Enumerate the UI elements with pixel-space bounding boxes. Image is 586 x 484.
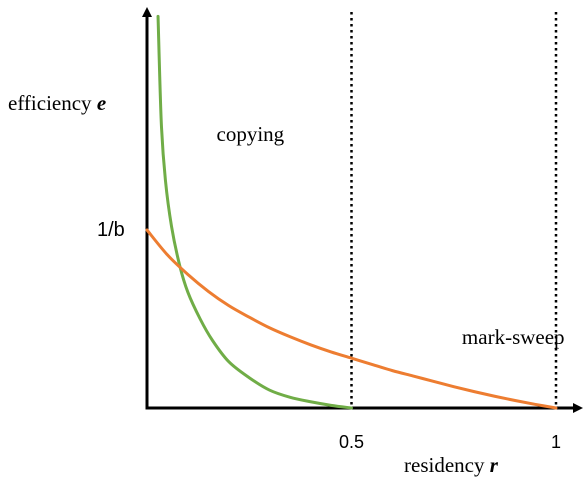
x-tick-label-1: 1 bbox=[551, 432, 561, 452]
series-group bbox=[145, 14, 558, 410]
series-line-mark-sweep bbox=[145, 228, 558, 410]
series-label-copying: copying bbox=[217, 122, 285, 146]
x-axis-label-text: residency bbox=[404, 453, 490, 477]
series-labels: copying mark-sweep bbox=[217, 122, 565, 349]
y-tick-labels: 1/b bbox=[97, 219, 125, 241]
series-line-copying bbox=[156, 14, 353, 410]
x-axis-label: residency r bbox=[404, 453, 499, 477]
x-tick-label-0: 0.5 bbox=[339, 432, 364, 452]
y-axis-label-text: efficiency bbox=[8, 91, 97, 115]
series-label-mark-sweep: mark-sweep bbox=[462, 325, 565, 349]
y-tick-label-0: 1/b bbox=[97, 219, 125, 241]
y-axis-label: efficiency e bbox=[8, 91, 106, 115]
x-axis-label-symbol: r bbox=[490, 453, 499, 477]
y-axis-label-symbol: e bbox=[97, 91, 106, 115]
vertical-reference-lines bbox=[350, 12, 558, 408]
x-tick-labels: 0.5 1 bbox=[339, 432, 561, 452]
